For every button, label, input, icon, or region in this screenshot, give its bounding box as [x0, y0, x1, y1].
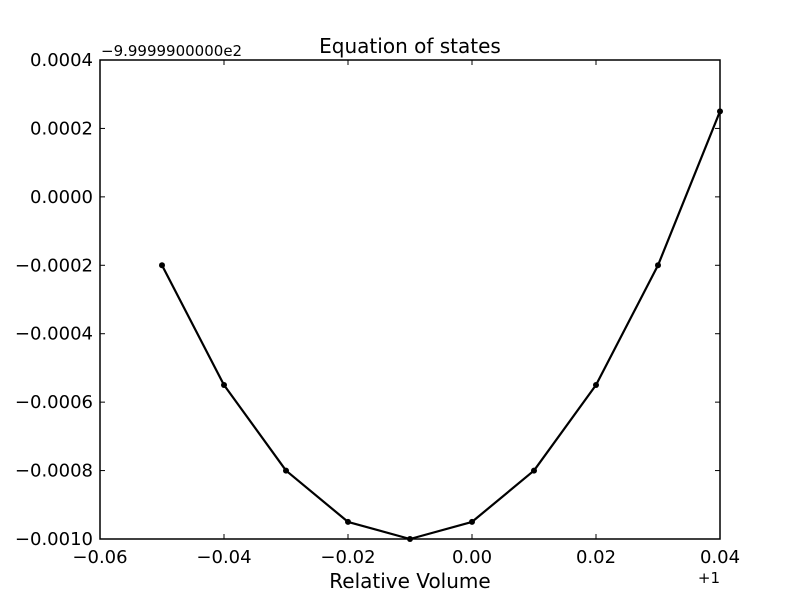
data-series: [159, 108, 723, 542]
data-point: [469, 518, 475, 525]
data-point: [593, 382, 599, 389]
y-tick-label: 0.0000: [30, 187, 93, 208]
data-point: [159, 262, 165, 269]
x-tick-label: 0.04: [700, 547, 740, 568]
y-tick-label: −0.0008: [15, 461, 93, 482]
data-point: [283, 467, 289, 474]
series-line: [161, 110, 722, 541]
chart-title: Equation of states: [319, 34, 501, 58]
y-tick-label: −0.0010: [15, 529, 93, 550]
axis-ticks: −0.06 −0.04 −0.02 0.00 0.02 0.04 −0.0010 −0.000…: [15, 50, 740, 568]
x-offset-label: +1: [698, 569, 720, 587]
x-tick-label: 0.02: [576, 547, 616, 568]
data-point: [531, 467, 537, 474]
y-offset-label: −9.9999900000e2: [101, 42, 242, 60]
plot-frame: [99, 59, 721, 540]
y-tick-label: 0.0002: [30, 118, 93, 139]
y-tick-label: 0.0004: [30, 50, 93, 71]
data-point: [655, 262, 661, 269]
data-point: [221, 382, 227, 389]
x-tick-label: −0.02: [320, 547, 375, 568]
x-tick-label: −0.04: [196, 547, 251, 568]
x-tick-label: 0.00: [452, 547, 492, 568]
x-axis-label: Relative Volume: [329, 569, 490, 593]
x-tick-label: −0.06: [72, 547, 127, 568]
data-point: [345, 518, 351, 525]
y-tick-label: −0.0002: [15, 255, 93, 276]
y-tick-label: −0.0006: [15, 392, 93, 413]
y-tick-label: −0.0004: [15, 324, 93, 345]
